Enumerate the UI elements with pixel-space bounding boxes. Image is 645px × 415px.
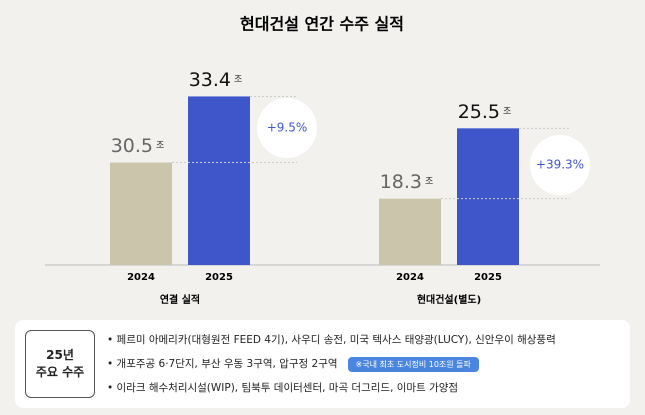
value-unit: 조	[234, 75, 242, 85]
chart-title: 연결 실적	[160, 293, 200, 306]
value-unit: 조	[503, 107, 511, 117]
item-text: 이라크 해수처리시설(WIP), 팀북투 데이터센터, 마곡 더그리드, 이마트…	[116, 382, 459, 394]
growth-bubble	[530, 135, 590, 195]
item-text: 개포주공 6·7단지, 부산 우동 3구역, 압구정 2구역	[116, 358, 338, 370]
bar	[457, 128, 519, 265]
bar	[110, 162, 172, 265]
item: • 개포주공 6·7단지, 부산 우동 3구역, 압구정 2구역 ※국내 최초 도…	[107, 352, 556, 376]
item: • 이라크 해수처리시설(WIP), 팀북투 데이터센터, 마곡 더그리드, 이…	[107, 382, 459, 394]
value-unit: 조	[156, 141, 164, 151]
value-label: 30.5	[111, 135, 153, 157]
x-tick-label: 2024	[127, 272, 155, 283]
item-text: 페르미 아메리카(대형원전 FEED 4기), 사우디 송전, 미국 텍사스 태…	[116, 334, 556, 346]
label-line: 주요 수주	[35, 365, 85, 379]
badge: ※국내 최초 도시정비 10조원 돌파	[347, 356, 479, 372]
page-title: 현대건설 연간 수주 실적	[240, 15, 404, 34]
chart-title: 현대건설(별도)	[417, 293, 481, 306]
item: • 페르미 아메리카(대형원전 FEED 4기), 사우디 송전, 미국 텍사스…	[107, 334, 556, 346]
value-unit: 조	[425, 177, 433, 187]
x-tick-label: 2025	[205, 272, 233, 283]
growth-label: +9.5%	[267, 121, 308, 135]
label-line: 25년	[46, 348, 74, 362]
items: • 페르미 아메리카(대형원전 FEED 4기), 사우디 송전, 미국 텍사스…	[107, 328, 556, 400]
bar	[188, 96, 250, 265]
value-label: 25.5	[458, 101, 500, 123]
x-tick-label: 2024	[396, 272, 424, 283]
growth-label: +39.3%	[536, 158, 584, 172]
highlights: 25년 주요 수주 • 페르미 아메리카(대형원전 FEED 4기), 사우디 …	[15, 320, 630, 408]
x-tick-label: 2025	[474, 272, 502, 283]
value-label: 33.4	[189, 69, 231, 91]
value-label: 18.3	[380, 171, 422, 193]
growth-bubble	[257, 98, 317, 158]
bar	[379, 198, 441, 265]
highlights-label: 25년 주요 수주	[25, 330, 95, 398]
